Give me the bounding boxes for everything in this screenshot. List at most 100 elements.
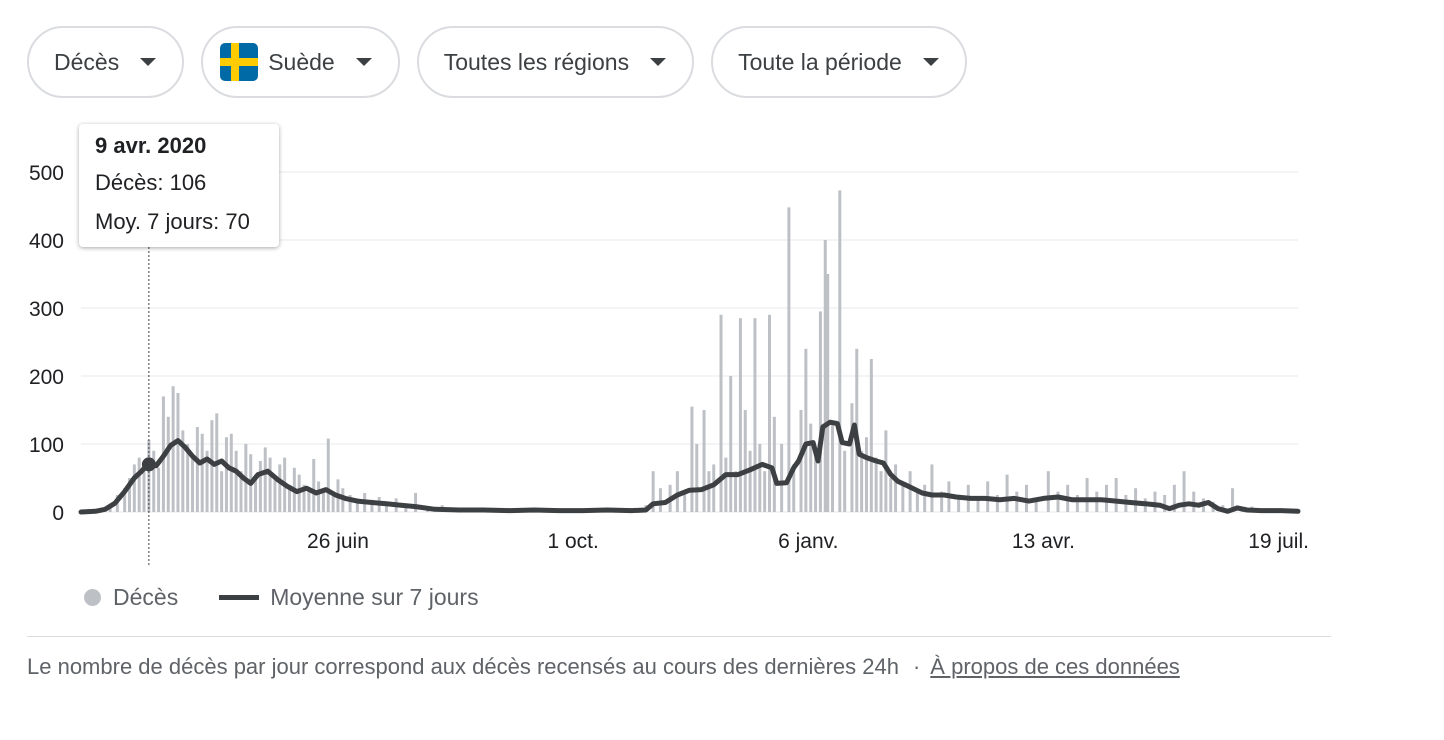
death-bar [229,433,233,512]
average-line-layer [78,419,1301,515]
death-bar [348,495,352,512]
death-bar [915,491,919,512]
period-dropdown-label: Toute la période [738,48,902,75]
death-bar [1085,478,1089,512]
period-dropdown[interactable]: Toute la période [711,26,967,98]
death-bar [321,488,325,512]
death-bar [205,450,209,512]
x-tick-label: 6 janv. [778,530,838,553]
death-bar [1005,474,1009,512]
death-bar [826,274,830,512]
death-bar [724,457,728,512]
death-bar [901,484,905,512]
x-tick-label: 26 juin [307,530,369,553]
death-bar [127,478,131,512]
death-bar [123,488,127,512]
death-bar [889,478,893,512]
death-bar [864,437,868,512]
death-bar [254,474,258,512]
death-bar [370,499,374,512]
death-bar [814,457,818,512]
death-bar [879,471,883,512]
death-bar [176,393,180,512]
death-bar [651,471,655,512]
death-bar [1056,491,1060,512]
death-bar [1015,491,1019,512]
death-bar [719,314,723,512]
tooltip-average: Moy. 7 jours: 70 [95,209,250,234]
footnote: Le nombre de décès par jour correspond a… [27,654,1180,680]
death-bar [220,471,224,512]
death-bar [1192,491,1196,512]
metric-dropdown[interactable]: Décès [27,26,185,98]
footnote-separator: · [912,654,921,679]
tooltip-date: 9 avr. 2020 [95,133,207,158]
death-bar [152,450,156,512]
y-tick-label: 0 [52,502,64,525]
country-dropdown-label: Suède [268,48,335,75]
death-bar [355,498,359,512]
death-bar [734,471,738,512]
country-dropdown[interactable]: Suède [201,26,400,98]
death-bar [838,190,842,513]
death-bar [869,359,873,512]
death-bar [763,471,767,512]
death-bar [263,447,267,512]
death-bar [683,491,687,512]
death-bar [804,348,808,512]
death-bar [675,471,679,512]
death-bar [957,495,961,512]
average-line [78,419,1301,515]
death-bar [302,484,306,512]
death-bar [191,457,195,512]
region-dropdown[interactable]: Toutes les régions [416,26,695,98]
death-bar [1231,488,1235,512]
death-bar [331,491,335,512]
death-bar [930,464,934,512]
death-bar [702,410,706,512]
death-bar [166,416,170,512]
death-bar [157,467,161,512]
death-bar [137,457,141,512]
death-bar [843,450,847,512]
death-bar [753,318,757,512]
caret-down-icon [922,58,939,66]
caret-down-icon [140,58,157,66]
death-bar [414,492,418,512]
tooltip-deaths: Décès: 106 [95,170,207,195]
x-tick-label: 19 juil. [1248,530,1309,553]
death-bar [729,376,733,512]
death-bar [1172,484,1176,512]
death-bar [1163,495,1167,512]
death-bar [707,471,711,512]
average-legend-label: Moyenne sur 7 jours [270,584,479,610]
death-bar [712,464,716,512]
deaths-legend-swatch [84,589,101,606]
x-tick-label: 1 oct. [547,530,598,553]
average-legend-swatch [219,595,260,600]
hover-indicator [141,247,156,566]
about-data-link[interactable]: À propos de ces données [930,654,1180,679]
death-bar [132,464,136,512]
y-tick-label: 400 [29,230,64,253]
death-bar [831,423,835,512]
caret-down-icon [650,58,667,66]
metric-dropdown-label: Décès [54,48,120,75]
death-bar [142,471,146,512]
deaths-bars [98,190,1293,513]
death-bar [995,495,999,512]
filter-bar: Décès Suède Toutes les régions Toute la … [27,26,984,98]
death-bar [787,207,791,513]
death-bar [768,314,772,512]
death-bar [874,457,878,512]
x-tick-label: 13 avr. [1012,530,1075,553]
death-bar [792,464,796,512]
deaths-legend-label: Décès [113,584,179,610]
y-tick-label: 200 [29,366,64,389]
death-bar [690,406,694,512]
y-tick-label: 100 [29,434,64,457]
death-bar [809,423,813,512]
death-bar [307,491,311,512]
death-bar [317,481,321,512]
